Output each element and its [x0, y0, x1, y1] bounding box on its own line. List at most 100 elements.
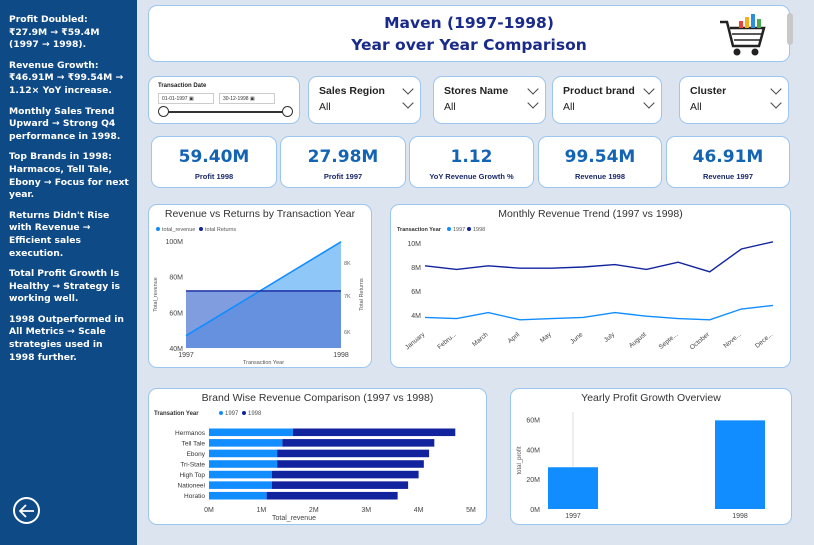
transaction-date-slicer[interactable]: Transaction Date 01-01-1997 ▣ 30-12-1998… [148, 76, 300, 124]
y-axis-label: Total_revenue [153, 277, 159, 312]
page-subtitle: Year over Year Comparison [351, 36, 587, 54]
bar-1998 [271, 470, 419, 479]
back-arrow-icon [18, 503, 34, 518]
insight-text: Top Brands in 1998: Harmacos, Tell Tale,… [9, 151, 129, 201]
legend-marker [199, 227, 203, 231]
insight-text: Profit Doubled: ₹27.9M → ₹59.4M (1997 → … [9, 14, 100, 51]
insight-text: Monthly Sales Trend Upward → Strong Q4 p… [9, 105, 121, 142]
chart-title: Revenue vs Returns by Transaction Year [164, 208, 356, 220]
kpi-value: 46.91M [692, 147, 764, 167]
kpi-value: 99.54M [564, 147, 636, 167]
chevron-down-icon[interactable] [402, 83, 414, 95]
profit-growth-chart: 0M 20M 40M 60M total_profit 1997 1998 [517, 412, 765, 520]
kpi-card-yoy-growth: 1.12 YoY Revenue Growth % [409, 136, 534, 188]
legend-item: total_revenue [162, 227, 195, 233]
x-tick-label: April [507, 331, 522, 345]
legend-item: 1997 [225, 411, 239, 417]
y-tick-label: 8M [411, 265, 421, 272]
x-tick-label: 0M [204, 507, 214, 514]
series-line-1997 [424, 304, 774, 321]
category-label: Hermanos [175, 430, 206, 437]
y-tick-label: 40M [526, 447, 540, 454]
bar-1997 [209, 470, 272, 479]
title-card: Maven (1997-1998) Year over Year Compari… [148, 5, 793, 62]
calendar-icon: ▣ [188, 96, 194, 102]
category-label: Tri-State [180, 462, 205, 469]
x-tick-label: 1M [257, 507, 267, 514]
kpi-value: 1.12 [450, 147, 493, 167]
kpi-label: Revenue 1998 [574, 172, 626, 181]
calendar-icon: ▣ [249, 96, 255, 102]
brand-revenue-chart-card: Brand Wise Revenue Comparison (1997 vs 1… [148, 388, 487, 525]
y-tick-label: 0M [530, 507, 540, 514]
chart-title: Yearly Profit Growth Overview [581, 392, 721, 404]
insight-text: 1998 Outperformed in All Metrics → Scale… [9, 313, 124, 363]
range-start-handle[interactable] [158, 106, 169, 117]
x-tick-label: Septe... [658, 331, 680, 351]
sales-region-slicer[interactable]: Sales Region All [308, 76, 421, 124]
stores-name-slicer[interactable]: Stores Name All [433, 76, 546, 124]
kpi-label: YoY Revenue Growth % [429, 172, 514, 181]
kpi-value: 27.98M [307, 147, 379, 167]
back-button[interactable] [13, 497, 40, 524]
category-label: Ebony [187, 451, 206, 458]
bar-1998 [271, 481, 409, 489]
insight-text: Revenue Growth: ₹46.91M → ₹99.54M → 1.12… [9, 59, 124, 96]
slicer-value: All [319, 101, 331, 113]
chevron-down-icon[interactable] [643, 97, 655, 109]
kpi-card-profit-1997: 27.98M Profit 1997 [280, 136, 406, 188]
bar-1997 [209, 460, 278, 468]
chevron-down-icon[interactable] [770, 97, 782, 109]
returns-area [186, 290, 341, 348]
brand-revenue-chart: Transation Year 1997 1998 Hermanos Tell Tale… [154, 411, 476, 522]
kpi-label: Profit 1998 [194, 172, 234, 181]
bar-1998 [277, 460, 424, 468]
chevron-down-icon[interactable] [643, 83, 655, 95]
chevron-down-icon[interactable] [527, 97, 539, 109]
slicer-value: All [690, 101, 702, 113]
bar-1997 [209, 481, 272, 489]
dashboard-canvas: Maven (1997-1998) Year over Year Compari… [137, 0, 814, 545]
slicer-title: Cluster [690, 85, 727, 97]
legend-marker [156, 227, 160, 231]
chart-title: Monthly Revenue Trend (1997 vs 1998) [498, 208, 683, 220]
legend-title: Transaction Year [397, 227, 442, 233]
profit-growth-chart-card: Yearly Profit Growth Overview 0M 20M 40M 60… [510, 388, 792, 525]
x-tick-label: Febru... [436, 331, 458, 351]
kpi-card-revenue-1998: 99.54M Revenue 1998 [538, 136, 662, 188]
insight-text: Returns Didn't Rise with Revenue → Effic… [9, 209, 110, 259]
product-brand-slicer[interactable]: Product brand All [552, 76, 662, 124]
y-tick-label: 10M [407, 241, 421, 248]
y2-axis-label: Total Returns [359, 278, 365, 311]
x-tick-label: 1998 [333, 352, 349, 359]
legend-item: total Returns [205, 227, 236, 233]
cluster-slicer[interactable]: Cluster All [679, 76, 789, 124]
chevron-down-icon[interactable] [527, 83, 539, 95]
category-label: Horatio [184, 493, 205, 500]
y2-tick-label: 6K [344, 330, 351, 336]
kpi-card-profit-1998: 59.40M Profit 1998 [151, 136, 277, 188]
scrollbar-thumb[interactable] [787, 13, 793, 45]
slicer-title: Transaction Date [158, 83, 207, 89]
category-label: Nationeel [178, 483, 206, 490]
slicer-value: All [444, 101, 456, 113]
y-tick-label: 6M [411, 289, 421, 296]
date-end-input[interactable]: 30-12-1998 ▣ [219, 93, 275, 104]
monthly-trend-chart: Transaction Year 1997 1998 4M 6M 8M 10M January… [397, 227, 774, 351]
chevron-down-icon[interactable] [402, 97, 414, 109]
y2-tick-label: 7K [344, 294, 351, 300]
chevron-down-icon[interactable] [770, 83, 782, 95]
legend-item: 1998 [248, 411, 262, 417]
date-range-track[interactable] [163, 111, 289, 113]
bar-1997 [209, 428, 293, 437]
legend-marker [219, 411, 223, 415]
x-tick-label: 5M [466, 507, 476, 514]
y-tick-label: 4M [411, 313, 421, 320]
range-end-handle[interactable] [282, 106, 293, 117]
date-start-input[interactable]: 01-01-1997 ▣ [158, 93, 214, 104]
bar-1998 [282, 439, 435, 447]
x-tick-label: August [628, 331, 648, 349]
page-title: Maven (1997-1998) [384, 14, 554, 32]
y-tick-label: 60M [169, 310, 183, 317]
x-tick-label: 4M [414, 507, 424, 514]
